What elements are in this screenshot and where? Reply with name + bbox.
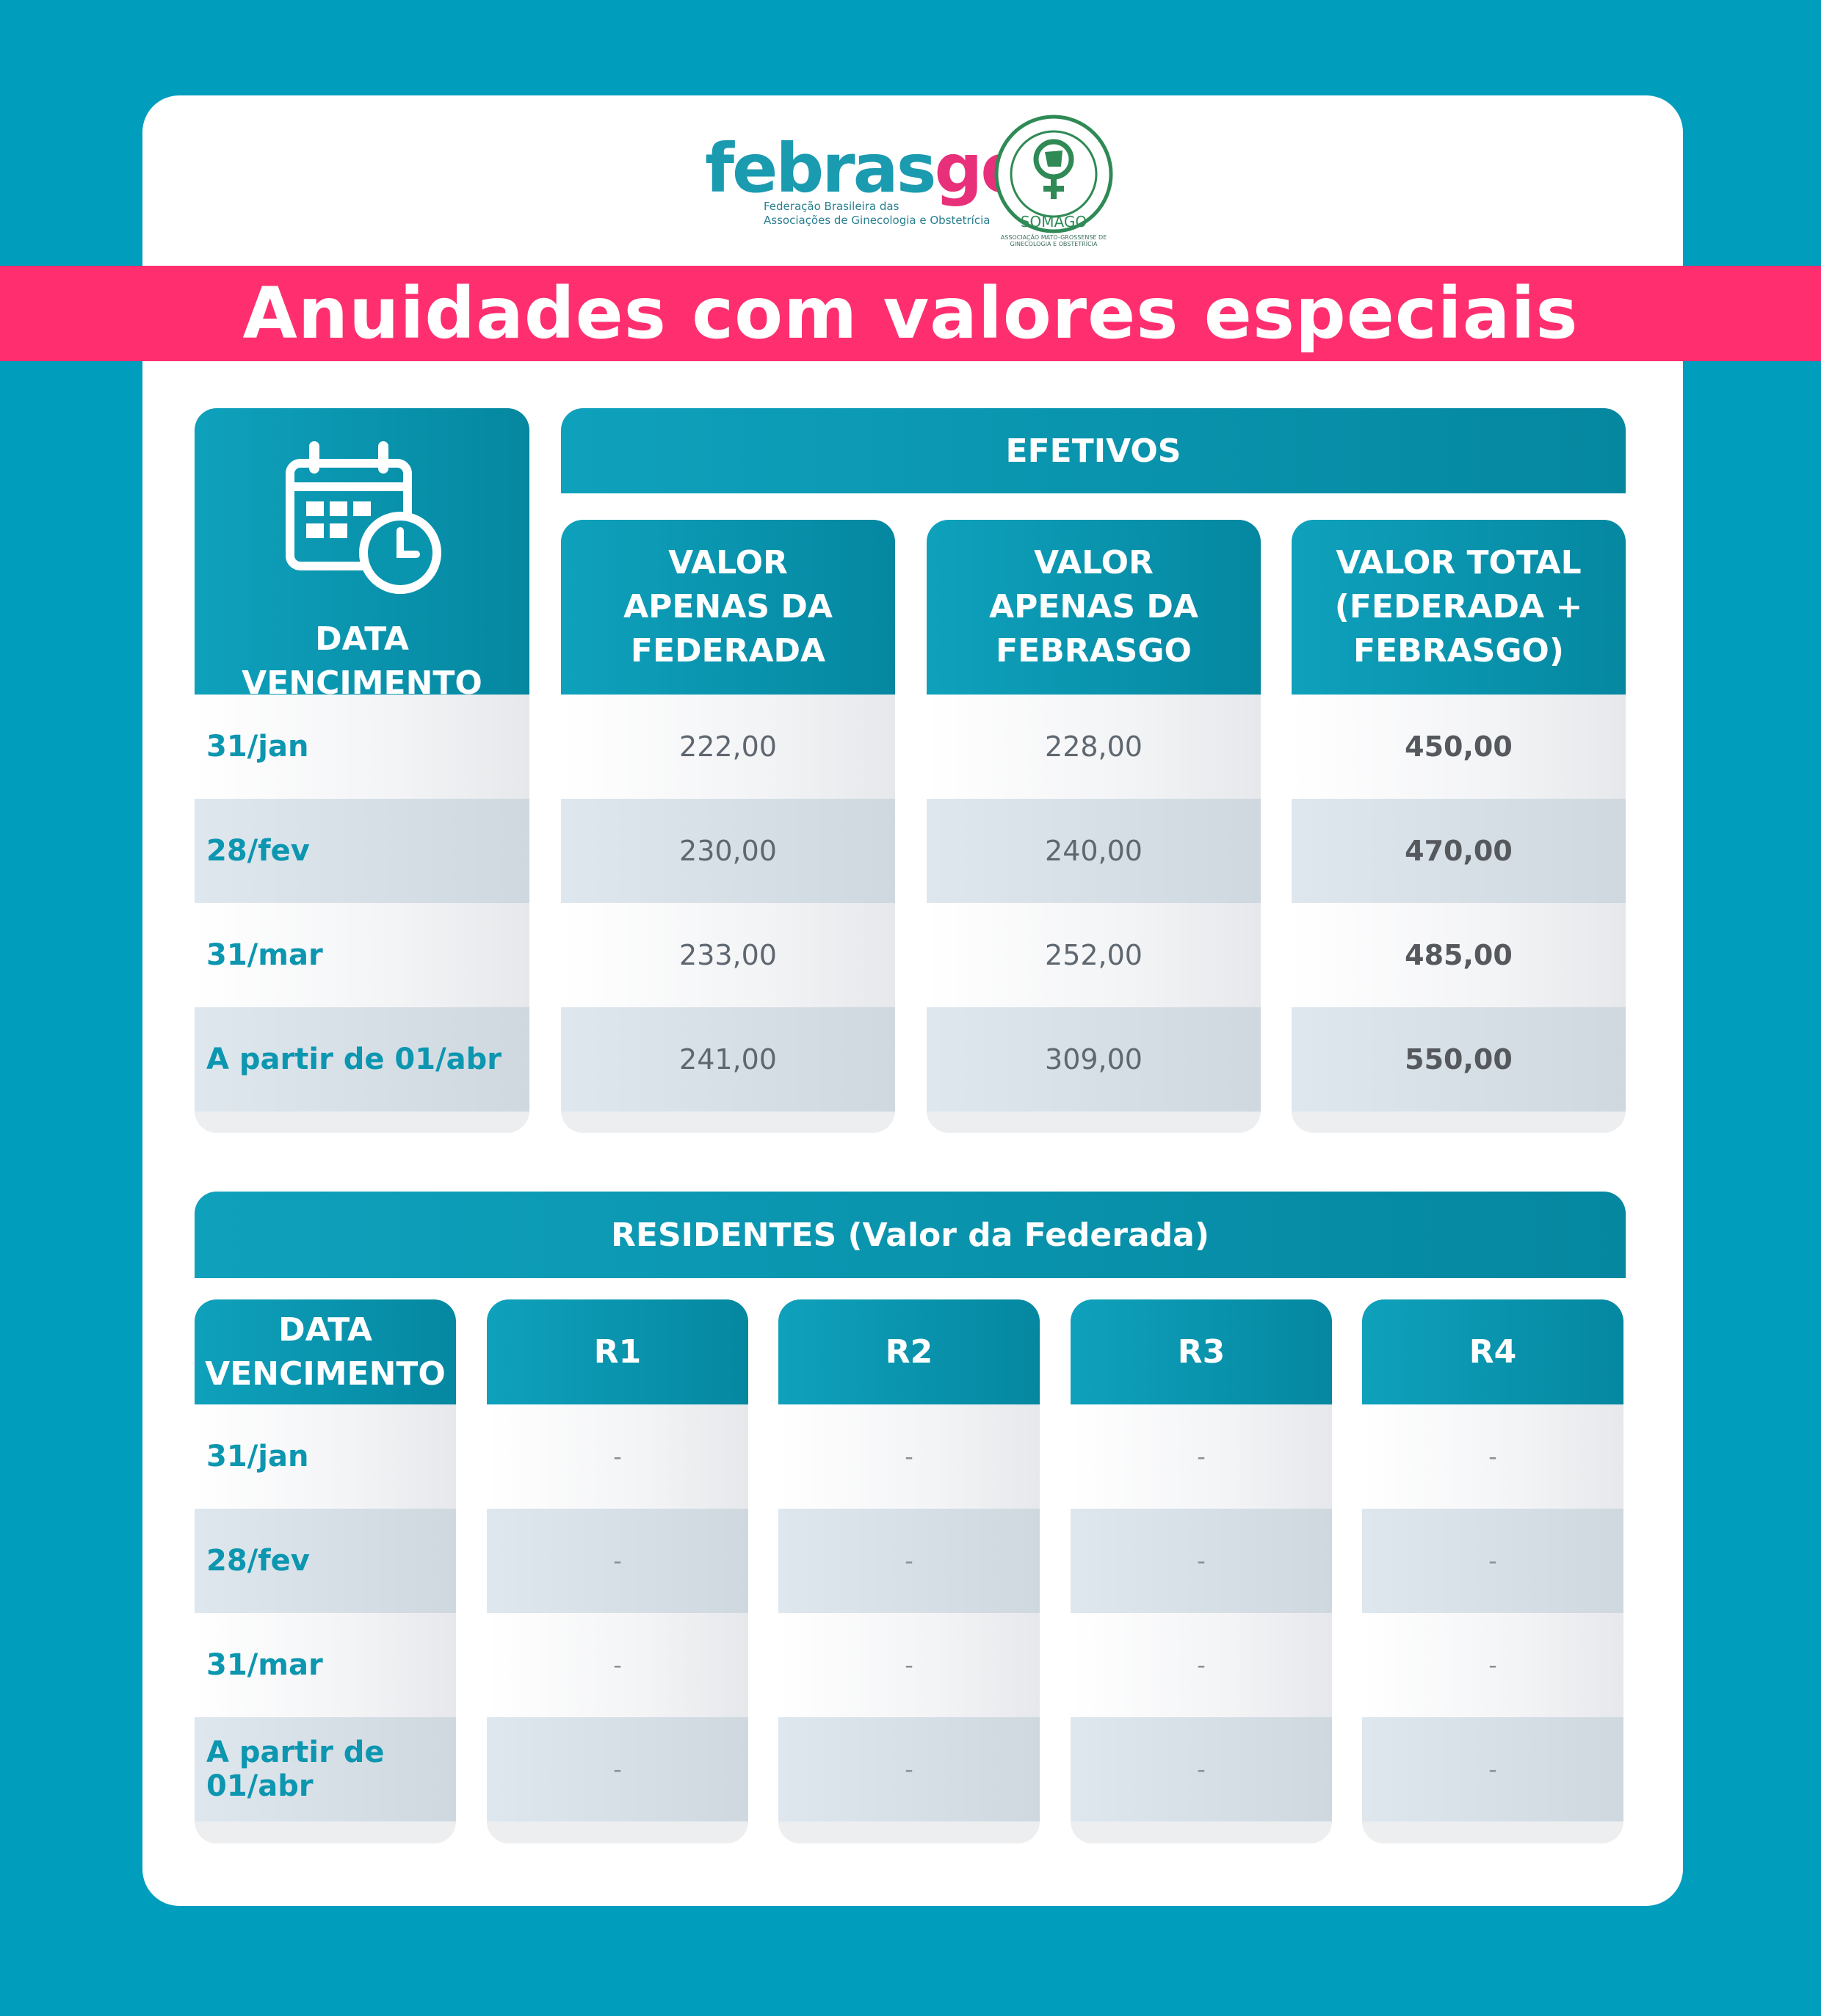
value-cell: -	[1362, 1509, 1623, 1613]
somago-ring-text: SOMAGO	[1021, 213, 1087, 231]
value-cell: 309,00	[927, 1007, 1261, 1112]
value-cell: -	[778, 1509, 1040, 1613]
value-cell: 228,00	[927, 695, 1261, 799]
residentes-date-column: DATA VENCIMENTO 31/jan 28/fev 31/mar A p…	[195, 1299, 456, 1843]
column-header: VALOR TOTAL (FEDERADA + FEBRASGO)	[1292, 520, 1626, 695]
date-cell: A partir de 01/abr	[195, 1717, 456, 1821]
residentes-section-header: RESIDENTES (Valor da Federada)	[195, 1192, 1626, 1278]
value-cell: 240,00	[927, 799, 1261, 903]
date-header: DATA VENCIMENTO	[195, 1299, 456, 1404]
page-title: Anuidades com valores especiais	[242, 272, 1579, 355]
date-cell: 31/jan	[195, 695, 529, 799]
title-banner: Anuidades com valores especiais	[0, 266, 1821, 361]
column-header: R1	[487, 1299, 748, 1404]
total-cell: 450,00	[1292, 695, 1626, 799]
value-cell: -	[778, 1717, 1040, 1821]
efetivos-date-column: DATA VENCIMENTO 31/jan 28/fev 31/mar A p…	[195, 408, 529, 1133]
value-cell: -	[1071, 1404, 1332, 1509]
value-cell: -	[1362, 1717, 1623, 1821]
value-cell: 241,00	[561, 1007, 895, 1112]
efetivos-federada-column: VALOR APENAS DA FEDERADA 222,00 230,00 2…	[561, 520, 895, 1133]
value-cell: -	[1071, 1613, 1332, 1717]
column-header: VALOR APENAS DA FEBRASGO	[927, 520, 1261, 695]
calendar-clock-icon	[286, 441, 441, 594]
value-cell: 222,00	[561, 695, 895, 799]
value-cell: -	[1362, 1613, 1623, 1717]
value-cell: -	[487, 1613, 748, 1717]
column-header: R2	[778, 1299, 1040, 1404]
date-cell: 31/mar	[195, 903, 529, 1007]
value-cell: -	[487, 1717, 748, 1821]
value-cell: -	[778, 1613, 1040, 1717]
somago-seal: SOMAGO ASSOCIAÇÃO MATO-GROSSENSE DE GINE…	[993, 114, 1114, 247]
value-cell: -	[1071, 1717, 1332, 1821]
value-cell: 233,00	[561, 903, 895, 1007]
total-cell: 470,00	[1292, 799, 1626, 903]
date-header: DATA VENCIMENTO	[195, 408, 529, 702]
date-cell: 31/mar	[195, 1613, 456, 1717]
value-cell: -	[778, 1404, 1040, 1509]
value-cell: -	[487, 1404, 748, 1509]
febrasgo-word-a: febras	[705, 129, 936, 208]
column-header: VALOR APENAS DA FEDERADA	[561, 520, 895, 695]
value-cell: -	[1362, 1404, 1623, 1509]
date-cell: A partir de 01/abr	[195, 1007, 529, 1112]
value-cell: -	[1071, 1509, 1332, 1613]
total-cell: 550,00	[1292, 1007, 1626, 1112]
value-cell: 252,00	[927, 903, 1261, 1007]
efetivos-febrasgo-column: VALOR APENAS DA FEBRASGO 228,00 240,00 2…	[927, 520, 1261, 1133]
value-cell: 230,00	[561, 799, 895, 903]
residentes-r2-column: R2 - - - -	[778, 1299, 1040, 1843]
date-cell: 31/jan	[195, 1404, 456, 1509]
column-header: R4	[1362, 1299, 1623, 1404]
total-cell: 485,00	[1292, 903, 1626, 1007]
residentes-r1-column: R1 - - - -	[487, 1299, 748, 1843]
febrasgo-logo: febrasgo Federação Brasileira das Associ…	[705, 129, 1027, 235]
somago-subtitle: ASSOCIAÇÃO MATO-GROSSENSE DE GINECOLOGIA…	[1000, 234, 1107, 247]
date-cell: 28/fev	[195, 1509, 456, 1613]
date-cell: 28/fev	[195, 799, 529, 903]
date-header-label: DATA VENCIMENTO	[242, 620, 482, 702]
value-cell: -	[487, 1509, 748, 1613]
residentes-r4-column: R4 - - - -	[1362, 1299, 1623, 1843]
column-header: R3	[1071, 1299, 1332, 1404]
efetivos-total-column: VALOR TOTAL (FEDERADA + FEBRASGO) 450,00…	[1292, 520, 1626, 1133]
efetivos-section-header: EFETIVOS	[561, 408, 1626, 493]
somago-seal-icon: SOMAGO	[994, 115, 1113, 233]
febrasgo-subtitle: Federação Brasileira das Associações de …	[764, 200, 991, 227]
residentes-r3-column: R3 - - - -	[1071, 1299, 1332, 1843]
